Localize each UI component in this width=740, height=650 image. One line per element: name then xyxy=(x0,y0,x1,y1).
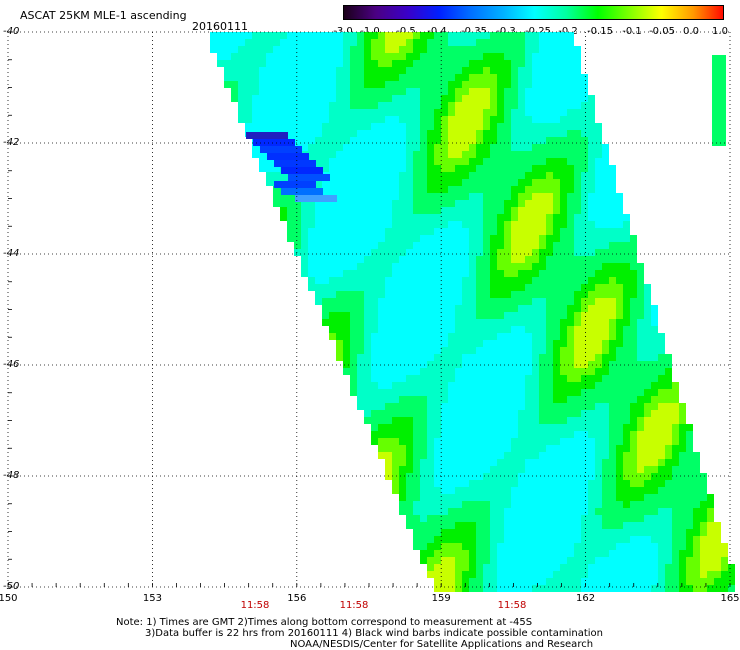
latitude-label: -48 xyxy=(3,470,20,481)
product-title: ASCAT 25KM MLE-1 ascending xyxy=(20,9,187,22)
colorbar-label: -0.5 xyxy=(396,26,416,37)
longitude-label: 159 xyxy=(431,593,451,604)
longitude-label: 153 xyxy=(142,593,162,604)
colorbar-label: -0.15 xyxy=(587,26,613,37)
colorbar-label: -0.25 xyxy=(525,26,551,37)
note-line-1: Note: 1) Times are GMT 2)Times along bot… xyxy=(116,617,533,628)
note-line-3: NOAA/NESDIS/Center for Satellite Applica… xyxy=(290,639,594,650)
longitude-label: 150 xyxy=(0,593,18,604)
product-date: 20160111 xyxy=(192,20,248,33)
colorbar-gradient xyxy=(344,6,723,19)
note-line-2: 3)Data buffer is 22 hrs from 20160111 4)… xyxy=(145,628,603,639)
latitude-label: -50 xyxy=(3,581,20,592)
colorbar-label: 1.0 xyxy=(712,26,728,37)
time-label: 11:58 xyxy=(339,600,369,611)
latitude-label: -46 xyxy=(3,359,20,370)
axis-ticks xyxy=(7,31,731,588)
colorbar-label: -0.3 xyxy=(496,26,516,37)
latitude-label: -44 xyxy=(3,248,20,259)
mle-swath xyxy=(210,32,735,592)
colorbar-label: -0.05 xyxy=(649,26,675,37)
colorbar xyxy=(343,5,724,20)
longitude-label: 165 xyxy=(720,593,740,604)
colorbar-label: -0.2 xyxy=(558,26,578,37)
longitude-label: 156 xyxy=(287,593,307,604)
time-label: 11:58 xyxy=(240,600,270,611)
colorbar-label: 0.0 xyxy=(683,26,699,37)
colorbar-label: -1.0 xyxy=(360,26,380,37)
colorbar-label: -0.1 xyxy=(622,26,642,37)
longitude-label: 162 xyxy=(576,593,596,604)
time-label: 11:58 xyxy=(497,600,527,611)
latitude-label: -42 xyxy=(3,137,20,148)
colorbar-label: -0.35 xyxy=(461,26,487,37)
latitude-label: -40 xyxy=(3,26,20,37)
colorbar-label: -3.0 xyxy=(333,26,353,37)
colorbar-label: -0.4 xyxy=(427,26,447,37)
